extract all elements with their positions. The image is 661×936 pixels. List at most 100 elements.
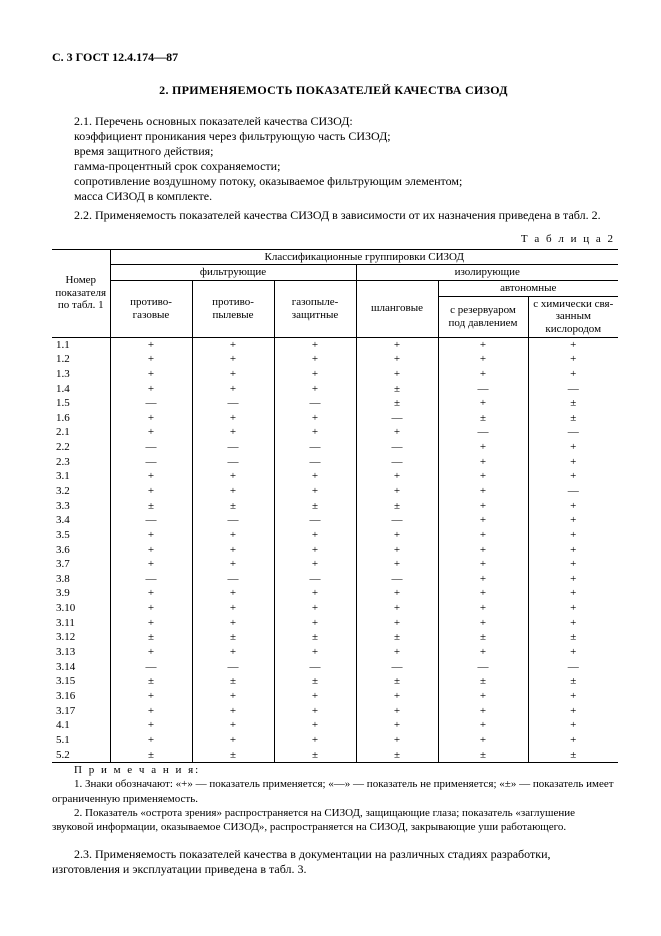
cell: +: [356, 367, 438, 382]
cell: +: [356, 557, 438, 572]
cell: +: [528, 689, 618, 704]
cell: +: [274, 645, 356, 660]
cell: +: [274, 557, 356, 572]
cell: —: [192, 572, 274, 587]
cell: —: [356, 572, 438, 587]
cell: +: [438, 337, 528, 352]
cell: +: [274, 352, 356, 367]
table-row: 3.2+++++—: [52, 484, 618, 499]
header-isol: изолирующие: [356, 265, 618, 281]
cell: +: [274, 704, 356, 719]
cell: ±: [528, 411, 618, 426]
cell: +: [192, 367, 274, 382]
p21-item: сопротивление воздушному потоку, оказыва…: [52, 174, 615, 189]
table-row: 3.14——————: [52, 660, 618, 675]
cell: —: [528, 484, 618, 499]
col-5: с резервуаром под давлением: [438, 296, 528, 337]
cell: ±: [192, 748, 274, 763]
cell: +: [110, 543, 192, 558]
applicability-table: Номер показателя по табл. 1 Классификаци…: [52, 249, 618, 763]
row-label: 5.2: [52, 748, 110, 763]
cell: +: [110, 645, 192, 660]
cell: +: [192, 425, 274, 440]
notes-title: П р и м е ч а н и я:: [52, 763, 615, 777]
cell: +: [438, 528, 528, 543]
cell: +: [110, 733, 192, 748]
cell: +: [356, 645, 438, 660]
cell: +: [274, 469, 356, 484]
cell: +: [110, 689, 192, 704]
cell: +: [274, 689, 356, 704]
cell: —: [528, 425, 618, 440]
cell: +: [528, 513, 618, 528]
cell: +: [438, 367, 528, 382]
cell: —: [274, 396, 356, 411]
header-filter: фильтрующие: [110, 265, 356, 281]
cell: +: [528, 367, 618, 382]
cell: ±: [356, 499, 438, 514]
cell: +: [438, 455, 528, 470]
cell: ±: [528, 674, 618, 689]
table-row: 1.1++++++: [52, 337, 618, 352]
cell: +: [274, 382, 356, 397]
col-6-text: с химически свя- занным кислородом: [533, 298, 613, 335]
cell: +: [528, 572, 618, 587]
cell: +: [528, 704, 618, 719]
cell: ±: [192, 499, 274, 514]
cell: ±: [274, 499, 356, 514]
cell: —: [274, 455, 356, 470]
table-row: 3.7++++++: [52, 557, 618, 572]
cell: —: [110, 660, 192, 675]
cell: +: [274, 425, 356, 440]
cell: ±: [356, 748, 438, 763]
cell: +: [438, 469, 528, 484]
table-row: 1.5———±+±: [52, 396, 618, 411]
col-2: противо- пылевые: [192, 281, 274, 338]
cell: +: [438, 440, 528, 455]
page-header: С. 3 ГОСТ 12.4.174—87: [52, 50, 615, 65]
cell: +: [110, 718, 192, 733]
cell: +: [438, 396, 528, 411]
table-row: 4.1++++++: [52, 718, 618, 733]
cell: +: [274, 543, 356, 558]
cell: ±: [110, 630, 192, 645]
cell: +: [110, 367, 192, 382]
page: С. 3 ГОСТ 12.4.174—87 2. ПРИМЕНЯЕМОСТЬ П…: [0, 0, 661, 936]
cell: +: [110, 484, 192, 499]
header-autonom: автономные: [438, 281, 618, 297]
section-title: 2. ПРИМЕНЯЕМОСТЬ ПОКАЗАТЕЛЕЙ КАЧЕСТВА СИ…: [52, 83, 615, 98]
cell: —: [110, 513, 192, 528]
table-row: 1.2++++++: [52, 352, 618, 367]
row-label: 1.1: [52, 337, 110, 352]
row-label: 3.6: [52, 543, 110, 558]
cell: —: [192, 660, 274, 675]
cell: +: [110, 352, 192, 367]
cell: —: [438, 660, 528, 675]
note-1: 1. Знаки обозначают: «+» — показатель пр…: [52, 777, 615, 806]
cell: +: [110, 528, 192, 543]
cell: +: [356, 601, 438, 616]
paragraph-2-3: 2.3. Применяемость показателей качества …: [52, 847, 615, 877]
cell: —: [110, 455, 192, 470]
cell: +: [274, 586, 356, 601]
row-label: 1.3: [52, 367, 110, 382]
cell: ±: [438, 674, 528, 689]
cell: +: [192, 601, 274, 616]
table-row: 3.8————++: [52, 572, 618, 587]
cell: +: [192, 616, 274, 631]
cell: +: [192, 543, 274, 558]
cell: ±: [356, 382, 438, 397]
cell: ±: [356, 674, 438, 689]
col-5-text: с резервуаром под давлением: [449, 304, 518, 329]
col-4-text: шланговые: [371, 302, 423, 314]
cell: +: [528, 352, 618, 367]
cell: +: [438, 645, 528, 660]
cell: +: [192, 484, 274, 499]
cell: ±: [192, 630, 274, 645]
cell: +: [192, 733, 274, 748]
cell: +: [356, 484, 438, 499]
cell: +: [528, 733, 618, 748]
cell: +: [110, 586, 192, 601]
cell: +: [356, 733, 438, 748]
row-label: 3.8: [52, 572, 110, 587]
